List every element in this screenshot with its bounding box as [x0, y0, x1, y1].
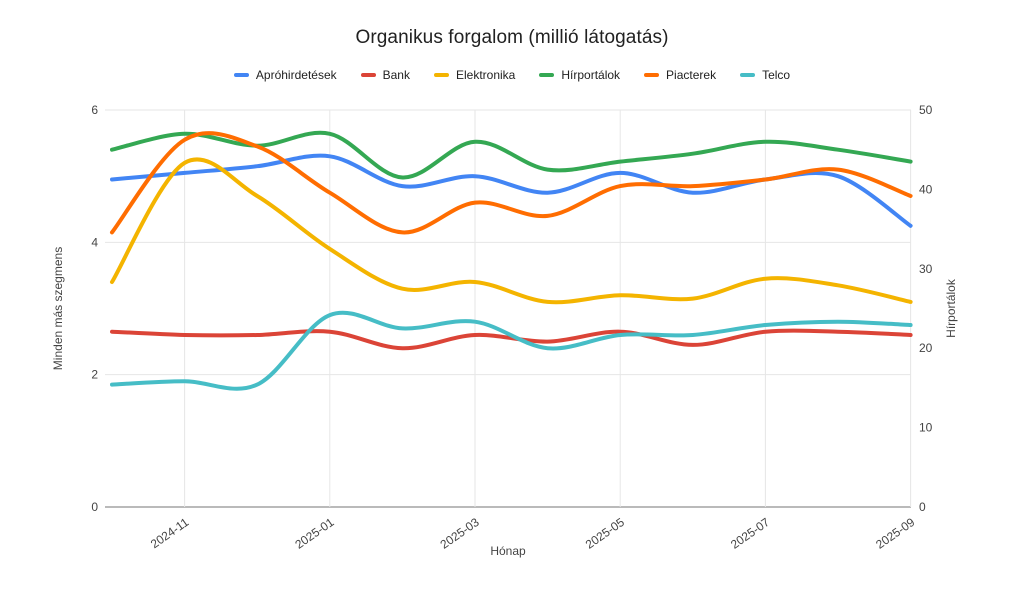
legend-label: Telco	[762, 68, 791, 82]
x-tick-label: 2025-07	[728, 515, 772, 552]
legend-swatch-aprohirdetesek	[233, 73, 249, 77]
series-line-h-rport-lok[interactable]	[110, 130, 913, 180]
x-tick-label: 2025-09	[873, 515, 917, 552]
legend-swatch-hirportalok	[539, 73, 555, 77]
legend-label: Apróhirdetések	[255, 68, 337, 82]
legend-item-elektronika[interactable]: Elektronika	[433, 68, 516, 82]
y-right-tick-label: 10	[919, 421, 933, 435]
legend-item-hirportalok[interactable]: Hírportálok	[539, 68, 620, 82]
legend-swatch-bank	[360, 73, 376, 77]
y-left-axis-title: Minden más szegmens	[51, 247, 65, 370]
legend-label: Elektronika	[455, 68, 516, 82]
series-line-elektronika[interactable]	[110, 157, 913, 305]
legend: Apróhirdetések Bank Elektronika Hírportá…	[0, 68, 1024, 82]
y-left-tick-label: 6	[91, 103, 98, 117]
legend-item-bank[interactable]: Bank	[360, 68, 410, 82]
series-line-apr-hirdet-sek[interactable]	[110, 153, 913, 228]
y-right-tick-label: 30	[919, 262, 933, 276]
x-tick-label: 2025-05	[583, 515, 627, 552]
legend-label: Piacterek	[666, 68, 717, 82]
x-tick-label: 2025-01	[292, 515, 336, 552]
y-right-tick-label: 40	[919, 182, 933, 196]
legend-label: Bank	[382, 68, 410, 82]
x-tick-label: 2025-03	[438, 515, 482, 552]
legend-swatch-elektronika	[433, 73, 449, 77]
y-right-tick-label: 20	[919, 341, 933, 355]
y-left-tick-label: 2	[91, 368, 98, 382]
x-axis-title: Hónap	[490, 544, 526, 558]
legend-swatch-piacterek	[644, 73, 660, 77]
y-left-tick-label: 4	[91, 235, 98, 249]
legend-item-telco[interactable]: Telco	[740, 68, 790, 82]
legend-label: Hírportálok	[561, 68, 621, 82]
chart-title: Organikus forgalom (millió látogatás)	[355, 27, 669, 48]
legend-item-aprohirdetesek[interactable]: Apróhirdetések	[233, 68, 337, 82]
y-left-tick-label: 0	[91, 500, 98, 514]
series-line-piacterek[interactable]	[110, 131, 913, 235]
y-right-tick-label: 50	[919, 103, 933, 117]
legend-swatch-telco	[740, 73, 756, 77]
series-line-telco[interactable]	[110, 310, 913, 391]
legend-item-piacterek[interactable]: Piacterek	[644, 68, 716, 82]
y-right-tick-label: 0	[919, 500, 926, 514]
x-tick-label: 2024-11	[148, 515, 192, 551]
series-line-bank[interactable]	[110, 328, 913, 351]
y-right-axis-title: Hírportálok	[944, 278, 958, 338]
